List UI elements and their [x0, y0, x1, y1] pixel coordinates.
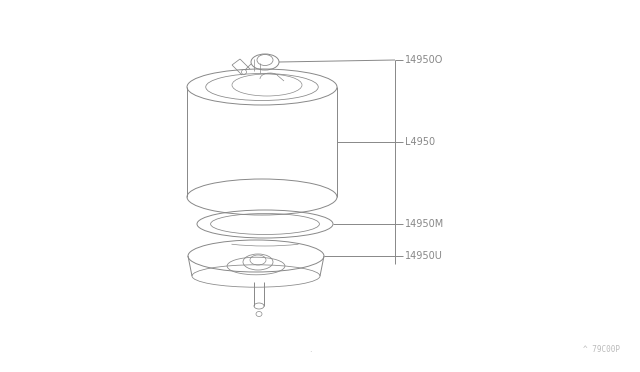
- Text: .: .: [308, 345, 311, 354]
- Text: L4950: L4950: [405, 137, 435, 147]
- Text: ^ 79C00P: ^ 79C00P: [583, 345, 620, 354]
- Text: 14950U: 14950U: [405, 251, 443, 261]
- Text: 14950O: 14950O: [405, 55, 444, 65]
- Text: 14950M: 14950M: [405, 219, 444, 229]
